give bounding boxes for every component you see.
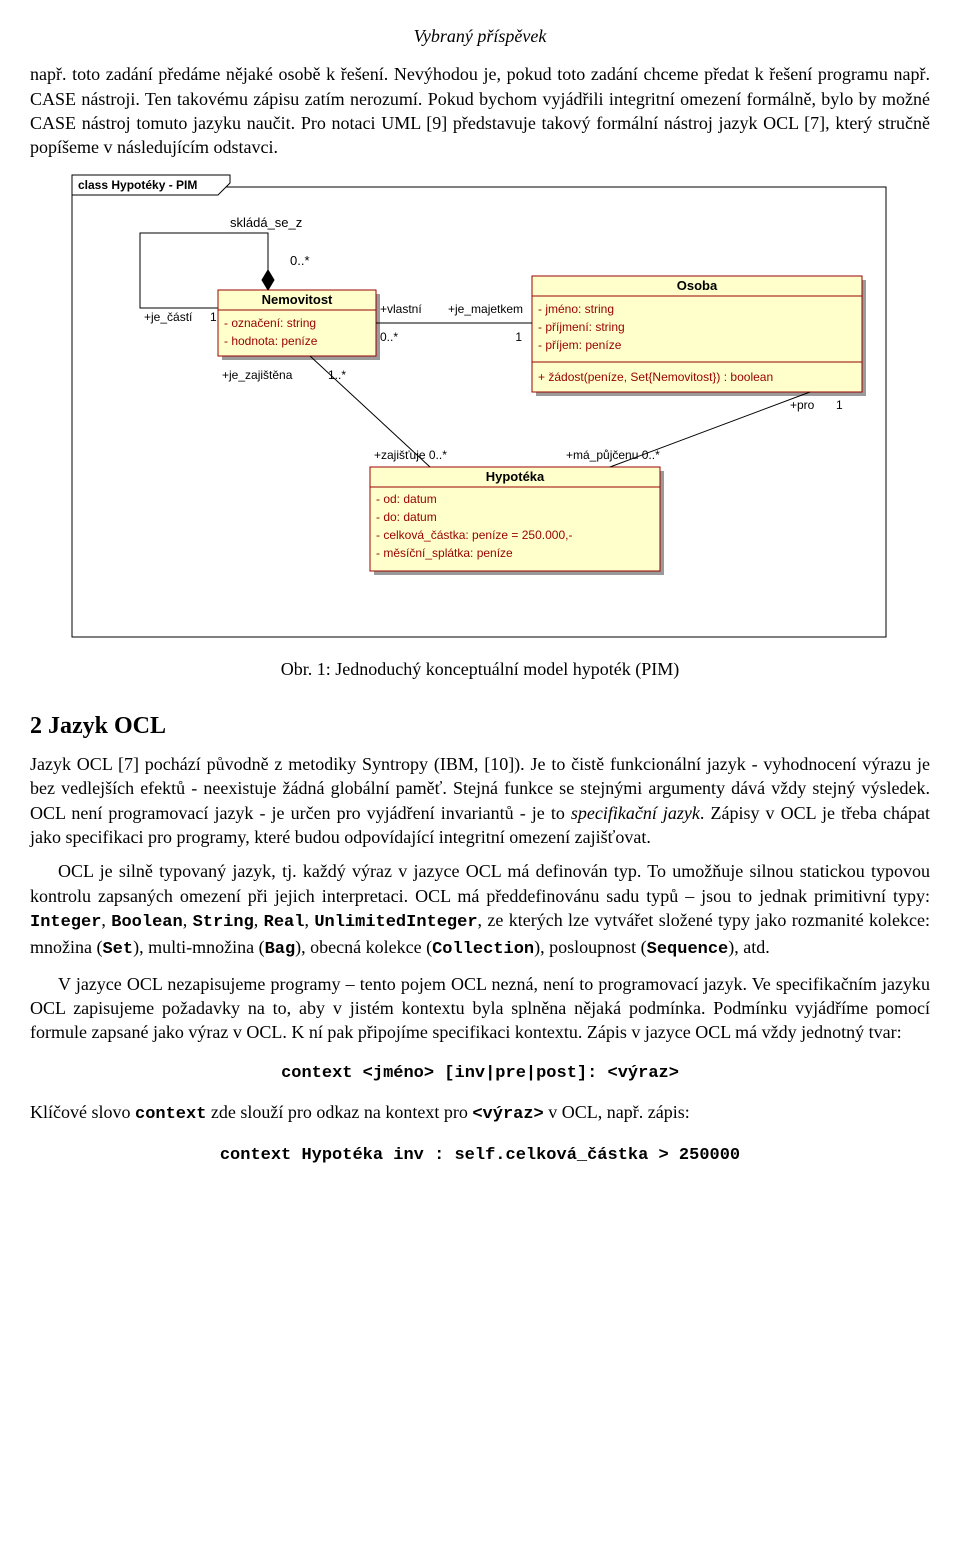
svg-text:- jméno: string: - jméno: string xyxy=(538,302,614,316)
svg-text:Hypotéka: Hypotéka xyxy=(486,469,545,484)
uml-diagram-wrapper: class Hypotéky - PIM skládá_se_z +je_čás… xyxy=(30,173,930,643)
mult-top-nemovitost: 0..* xyxy=(290,253,310,268)
frame-label: class Hypotéky - PIM xyxy=(78,178,197,192)
svg-text:- příjmení: string: - příjmení: string xyxy=(538,320,625,334)
svg-text:- měsíční_splátka: peníze: - měsíční_splátka: peníze xyxy=(376,546,513,560)
svg-text:+ žádost(peníze, Set{Nemovitos: + žádost(peníze, Set{Nemovitost}) : bool… xyxy=(538,370,773,384)
role-je-majetkem: +je_majetkem xyxy=(448,302,523,316)
mult-pro: 1 xyxy=(836,398,843,412)
role-pro: +pro xyxy=(790,398,815,412)
sklada-se-z-label: skládá_se_z xyxy=(230,215,302,230)
paragraph-context-keyword: Klíčové slovo context zde slouží pro odk… xyxy=(30,1100,930,1127)
mult-je-casti: 1 xyxy=(210,310,217,324)
paragraph-ocl-types: OCL je silně typovaný jazyk, tj. každý v… xyxy=(30,859,930,961)
uml-diagram: class Hypotéky - PIM skládá_se_z +je_čás… xyxy=(70,173,890,643)
svg-text:- do: datum: - do: datum xyxy=(376,510,437,524)
svg-text:- od: datum: - od: datum xyxy=(376,492,437,506)
mult-vlastni: 0..* xyxy=(380,330,398,344)
page-header: Vybraný příspěvek xyxy=(30,24,930,48)
paragraph-intro: např. toto zadání předáme nějaké osobě k… xyxy=(30,62,930,159)
code-example-invariant: context Hypotéka inv : self.celková_část… xyxy=(30,1145,930,1168)
svg-text:- označení: string: - označení: string xyxy=(224,316,316,330)
section-heading-ocl: 2 Jazyk OCL xyxy=(30,710,930,742)
role-je-zajistena: +je_zajištěna xyxy=(222,368,293,382)
class-hypoteka: Hypotéka - od: datum - do: datum - celko… xyxy=(370,467,664,575)
role-je-casti: +je_částí xyxy=(144,310,193,324)
svg-text:Osoba: Osoba xyxy=(677,278,718,293)
paragraph-ocl-intro: Jazyk OCL [7] pochází původně z metodiky… xyxy=(30,752,930,849)
mult-je-majetkem: 1 xyxy=(515,330,522,344)
class-osoba: Osoba - jméno: string - příjmení: string… xyxy=(532,276,866,396)
role-ma-pujcenu: +má_půjčenu 0..* xyxy=(566,448,660,462)
class-nemovitost: Nemovitost - označení: string - hodnota:… xyxy=(218,290,380,360)
code-syntax-pattern: context <jméno> [inv|pre|post]: <výraz> xyxy=(30,1063,930,1086)
role-zajistuje: +zajišťuje 0..* xyxy=(374,448,447,462)
svg-text:- celková_částka: peníze = 250: - celková_částka: peníze = 250.000,- xyxy=(376,528,572,542)
role-vlastni: +vlastní xyxy=(380,302,422,316)
svg-text:- příjem: peníze: - příjem: peníze xyxy=(538,338,622,352)
paragraph-ocl-context: V jazyce OCL nezapisujeme programy – ten… xyxy=(30,972,930,1045)
svg-text:Nemovitost: Nemovitost xyxy=(262,292,333,307)
figure-caption: Obr. 1: Jednoduchý konceptuální model hy… xyxy=(30,657,930,681)
svg-text:- hodnota: peníze: - hodnota: peníze xyxy=(224,334,318,348)
